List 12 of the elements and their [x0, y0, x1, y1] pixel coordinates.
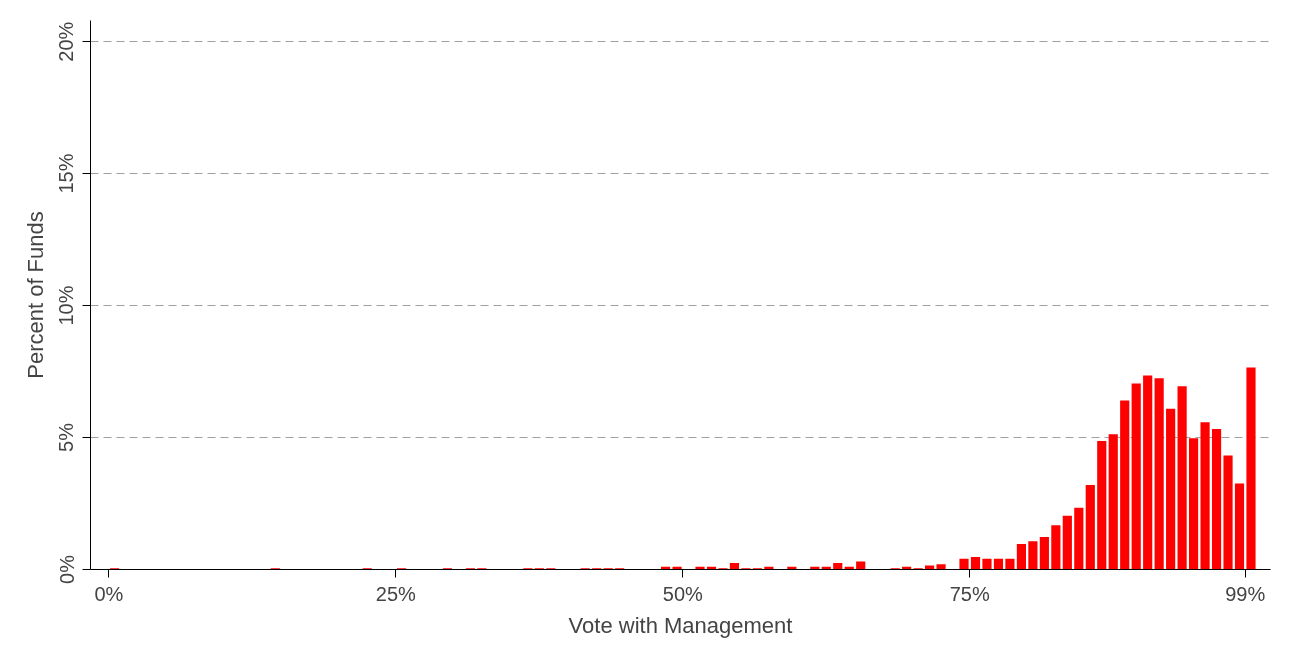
x-tick-label: 50%	[662, 582, 704, 605]
y-tick-label: 20%	[55, 21, 78, 62]
x-axis-title: Vote with Management	[568, 612, 793, 638]
y-tick-label: 0%	[55, 554, 78, 584]
y-tick-label: 15%	[55, 153, 78, 194]
x-tick-label: 75%	[949, 582, 990, 605]
x-tick-label: 0%	[94, 582, 124, 605]
y-tick-label: 10%	[55, 285, 78, 326]
y-tick-label: 5%	[55, 422, 78, 452]
x-tick-label: 25%	[375, 582, 417, 605]
y-axis-title: Percent of Funds	[22, 211, 48, 379]
x-tick-label: 99%	[1225, 582, 1266, 605]
